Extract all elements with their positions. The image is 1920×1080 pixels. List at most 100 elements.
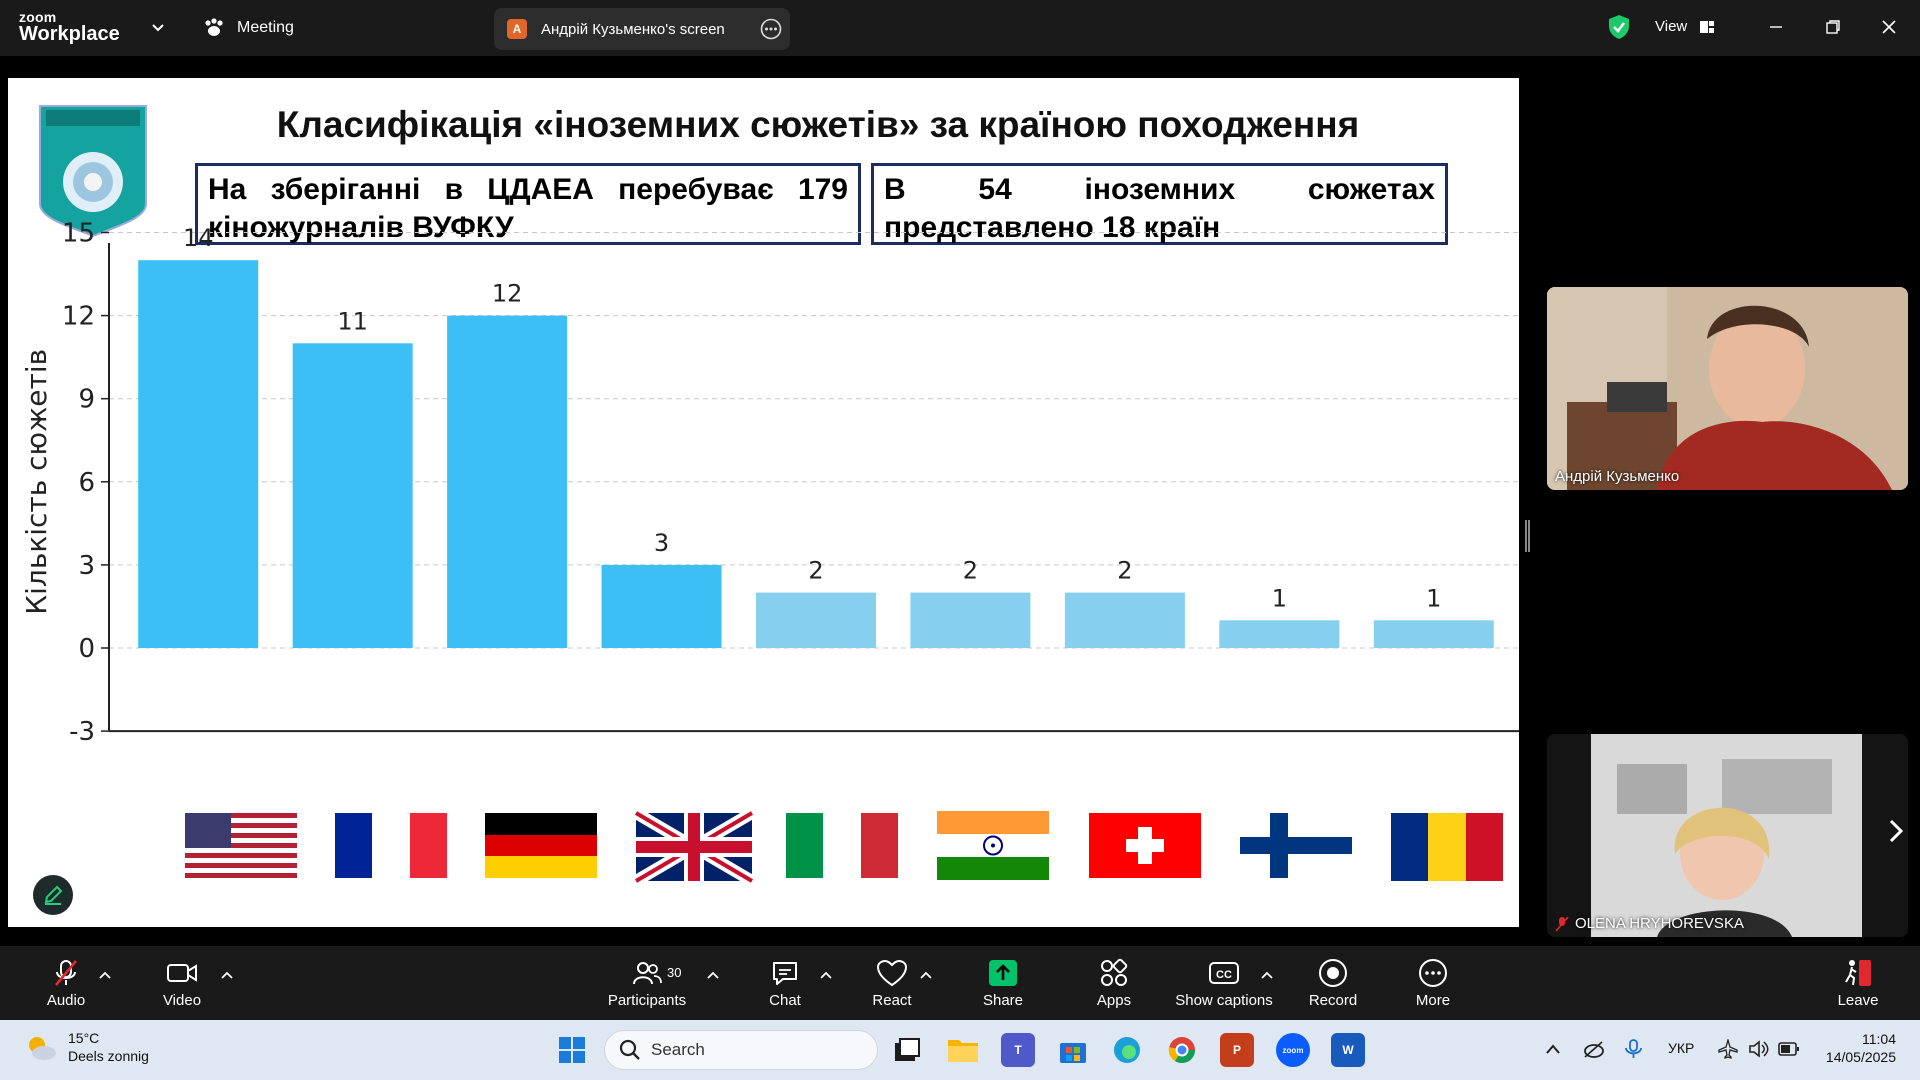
participant-video — [1547, 287, 1908, 490]
audio-label: Audio — [46, 992, 86, 1009]
bar-france — [292, 343, 413, 648]
y-tick-label: -3 — [69, 717, 95, 747]
edge-browser-icon — [1114, 1037, 1140, 1063]
more-label: More — [1415, 992, 1451, 1009]
audio-button[interactable]: Audio — [34, 946, 98, 1020]
bar-value-label: 2 — [1117, 557, 1132, 585]
screen-share-indicator[interactable]: A Андрій Кузьменко's screen — [494, 8, 790, 50]
chrome-button[interactable] — [1165, 1033, 1199, 1067]
apps-button[interactable]: Apps — [1082, 946, 1146, 1020]
word-button[interactable]: W — [1331, 1033, 1365, 1067]
more-button[interactable]: More — [1400, 946, 1466, 1020]
video-options-caret-icon[interactable] — [220, 970, 234, 980]
record-label: Record — [1308, 992, 1358, 1009]
leave-button[interactable]: Leave — [1826, 946, 1890, 1020]
audio-options-caret-icon[interactable] — [98, 970, 112, 980]
bar-germany — [447, 315, 568, 648]
onedrive-icon[interactable] — [1582, 1039, 1604, 1059]
bar-usa — [138, 260, 259, 648]
chat-options-caret-icon[interactable] — [819, 970, 833, 980]
chat-icon — [773, 962, 797, 985]
meeting-menu[interactable]: Meeting — [203, 18, 294, 38]
task-view-button[interactable] — [890, 1033, 924, 1067]
close-button[interactable] — [1876, 14, 1902, 40]
file-explorer-button[interactable] — [946, 1033, 980, 1067]
windows-taskbar: 15°C Deels zonnig Search T — [0, 1020, 1920, 1080]
bar-italy — [756, 592, 876, 648]
restore-button[interactable] — [1820, 14, 1846, 40]
edge-button[interactable] — [1110, 1033, 1144, 1067]
powerpoint-icon: P — [1232, 1043, 1241, 1057]
video-tile-participant[interactable]: OLENA HRYHOREVSKA — [1547, 734, 1908, 937]
react-options-caret-icon[interactable] — [919, 970, 933, 980]
participants-button[interactable]: Participants — [602, 946, 692, 1020]
bar-value-label: 1 — [1272, 584, 1287, 612]
bar-united-kingdom — [601, 564, 722, 648]
bar-romania — [1373, 620, 1494, 648]
video-button[interactable]: Video — [150, 946, 214, 1020]
minimize-button[interactable] — [1763, 14, 1789, 40]
bar-value-label: 2 — [808, 557, 823, 585]
flag-finland-icon — [1240, 813, 1352, 878]
flag-france-icon — [335, 813, 447, 878]
clock[interactable]: 11:04 14/05/2025 — [1810, 1030, 1896, 1066]
flag-romania-icon — [1391, 813, 1503, 881]
logo-line2: Workplace — [19, 23, 120, 45]
y-tick-label: 15 — [62, 219, 95, 249]
title-bar: zoom Workplace Meeting A Андрій Кузьменк… — [0, 0, 1920, 56]
store-button[interactable] — [1056, 1033, 1090, 1067]
zoom-app-button[interactable]: zoom — [1276, 1033, 1310, 1067]
video-tile-presenter[interactable]: Андрій Кузьменко — [1547, 287, 1908, 490]
windows-start-icon — [559, 1037, 585, 1063]
show-captions-label: Show captions — [1175, 992, 1273, 1009]
start-button[interactable] — [555, 1033, 589, 1067]
taskbar-search[interactable]: Search — [604, 1030, 878, 1070]
university-emblem — [39, 105, 147, 238]
zoom-logo: zoom Workplace — [19, 10, 120, 44]
clock-time: 11:04 — [1862, 1031, 1896, 1047]
flag-germany-icon — [485, 813, 597, 878]
leave-door-icon — [1845, 960, 1871, 986]
battery-icon[interactable] — [1778, 1041, 1800, 1057]
more-options-icon[interactable] — [760, 18, 782, 40]
keyboard-language[interactable]: УКР — [1668, 1040, 1695, 1056]
participant-name: Андрій Кузьменко — [1555, 468, 1679, 485]
more-icon — [1419, 959, 1447, 987]
show-captions-button[interactable]: CC Show captions — [1168, 946, 1280, 1020]
shield-check-icon[interactable] — [1608, 14, 1630, 40]
chevron-down-icon[interactable] — [150, 19, 166, 35]
flag-india-icon — [937, 811, 1049, 880]
y-tick-label: 9 — [78, 385, 95, 415]
closed-captions-icon: CC — [1209, 962, 1239, 984]
y-tick-label: 0 — [78, 634, 95, 664]
react-button[interactable]: React — [859, 946, 925, 1020]
microphone-tray-icon[interactable] — [1622, 1038, 1646, 1060]
flag-switzerland-icon — [1089, 813, 1201, 878]
participants-options-caret-icon[interactable] — [706, 970, 720, 980]
grid-view-icon — [1700, 20, 1715, 33]
teams-icon: T — [1014, 1043, 1022, 1057]
teams-button[interactable]: T — [1001, 1033, 1035, 1067]
share-button[interactable]: Share — [968, 946, 1038, 1020]
airplane-mode-icon[interactable] — [1718, 1039, 1738, 1059]
chevron-up-icon[interactable] — [1545, 1042, 1561, 1056]
view-button[interactable]: View — [1655, 18, 1715, 35]
svg-text:CC: CC — [1216, 969, 1232, 981]
chat-button[interactable]: Chat — [752, 946, 818, 1020]
powerpoint-button[interactable]: P — [1220, 1033, 1254, 1067]
chevron-right-icon[interactable] — [1886, 818, 1906, 844]
restore-icon — [1826, 20, 1840, 34]
captions-options-caret-icon[interactable] — [1260, 970, 1274, 980]
volume-icon[interactable] — [1748, 1039, 1770, 1059]
weather-widget[interactable]: 15°C Deels zonnig — [24, 1030, 149, 1065]
annotate-button[interactable] — [33, 875, 73, 915]
presenter-avatar: A — [507, 19, 527, 39]
share-label: Share — [982, 992, 1024, 1009]
record-button[interactable]: Record — [1300, 946, 1366, 1020]
meeting-label: Meeting — [237, 19, 294, 36]
panel-resize-handle[interactable] — [1525, 520, 1530, 552]
y-axis-label: Кількість сюжетів — [20, 349, 53, 615]
meeting-toolbar: Audio Video Participants 30 Chat React — [0, 946, 1920, 1020]
bar-value-label: 1 — [1426, 584, 1441, 612]
weather-text: Deels zonnig — [68, 1047, 149, 1064]
